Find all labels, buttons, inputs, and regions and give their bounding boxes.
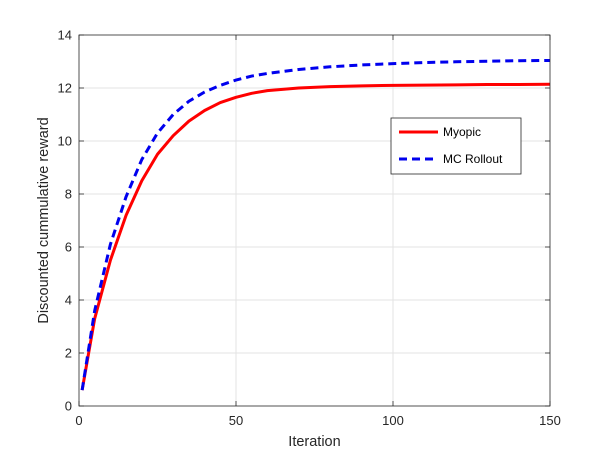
legend-label-myopic: Myopic <box>443 125 481 139</box>
y-tick-label: 6 <box>65 240 72 255</box>
plot-frame <box>78 34 551 407</box>
y-tick-label: 14 <box>58 28 72 43</box>
y-tick-label: 2 <box>65 346 72 361</box>
x-tick-label: 0 <box>75 413 82 428</box>
axis-ticks: 0 50 100 150 0 2 4 6 8 10 12 14 <box>58 28 561 429</box>
y-tick-label: 4 <box>65 293 72 308</box>
x-tick-label: 100 <box>382 413 404 428</box>
series-lines <box>80 58 551 391</box>
y-tick-label: 10 <box>58 134 72 149</box>
series-line-myopic <box>80 82 551 391</box>
legend-box <box>390 117 522 175</box>
x-axis-label: Iteration <box>288 434 340 450</box>
legend: Myopic MC Rollout <box>390 117 522 175</box>
y-tick-label: 8 <box>65 187 72 202</box>
y-tick-label: 12 <box>58 81 72 96</box>
x-tick-label: 150 <box>539 413 561 428</box>
y-axis-label: Discounted cummulative reward <box>36 117 52 323</box>
legend-label-mc-rollout: MC Rollout <box>443 152 503 166</box>
y-tick-label: 0 <box>65 399 72 414</box>
x-tick-label: 50 <box>229 413 243 428</box>
plot-area <box>79 35 550 406</box>
